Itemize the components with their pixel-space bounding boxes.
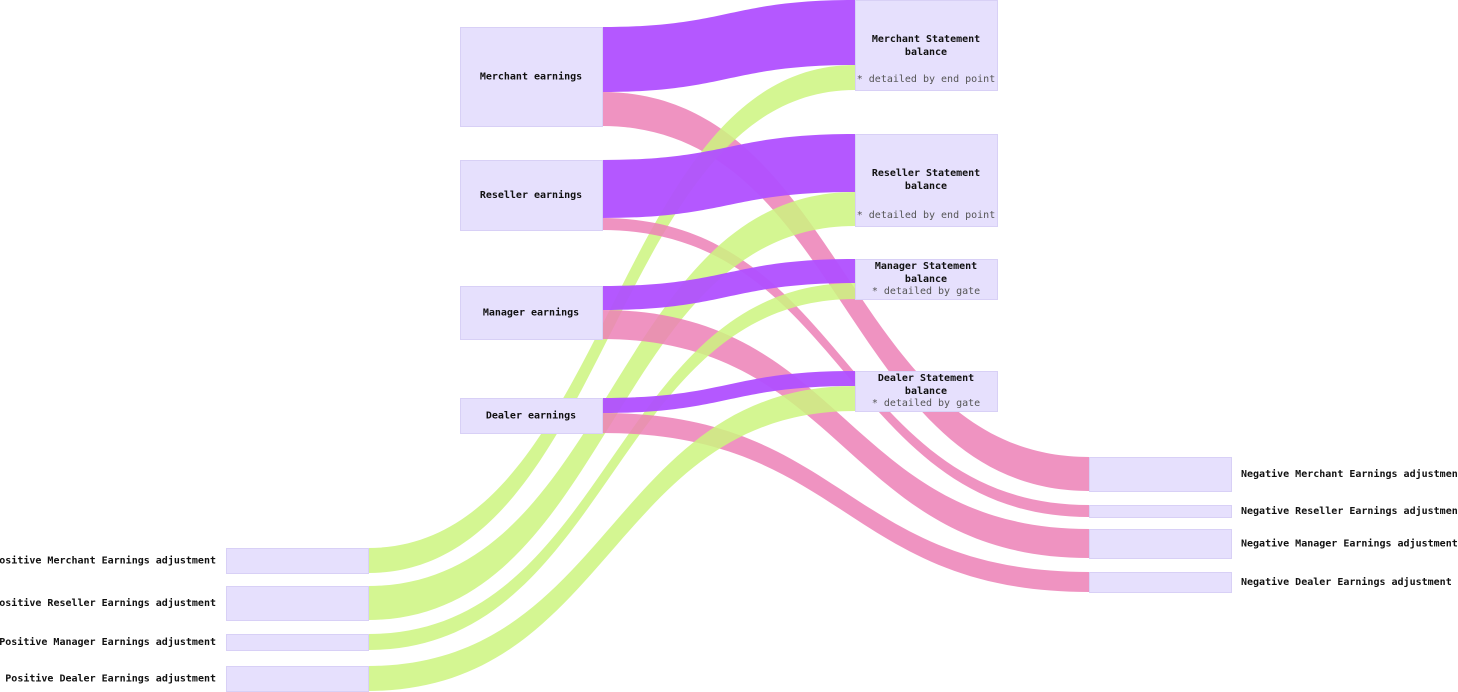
node-label: Negative Reseller Earnings adjustment: [1241, 505, 1458, 517]
node-manager_stmt[interactable]: Manager Statement balance* detailed by ga…: [855, 259, 998, 300]
node-reseller_stmt[interactable]: Reseller Statement balance * detailed by e…: [855, 134, 998, 227]
node-label: Reseller earnings: [480, 189, 582, 201]
node-neg_manager[interactable]: Negative Manager Earnings adjustment: [1089, 529, 1458, 559]
node-neg_reseller[interactable]: Negative Reseller Earnings adjustment: [1089, 505, 1458, 518]
node-box[interactable]: [226, 666, 369, 692]
node-reseller[interactable]: Reseller earnings: [460, 160, 603, 231]
node-label: Positive Manager Earnings adjustment: [0, 636, 216, 648]
node-label-line: Merchant Statement: [872, 34, 980, 45]
node-label: Manager earnings: [483, 307, 579, 319]
node-label: Dealer earnings: [486, 410, 576, 422]
node-note: * detailed by gate: [872, 286, 980, 297]
node-pos_reseller[interactable]: Positive Reseller Earnings adjustment: [0, 586, 369, 621]
node-box[interactable]: [855, 0, 998, 91]
node-note: * detailed by end point: [857, 210, 995, 221]
link-merchant-to-merchant_stmt[interactable]: [602, 0, 855, 92]
node-box[interactable]: [855, 259, 998, 300]
links: [368, 0, 1089, 691]
node-box[interactable]: [460, 398, 603, 434]
node-box[interactable]: [855, 134, 998, 227]
node-label-line: balance: [905, 47, 947, 58]
link-reseller-to-neg_reseller[interactable]: [602, 218, 1089, 517]
node-box[interactable]: [226, 586, 369, 621]
node-box[interactable]: [460, 286, 603, 340]
node-manager[interactable]: Manager earnings: [460, 286, 603, 340]
node-pos_manager[interactable]: Positive Manager Earnings adjustment: [0, 634, 369, 651]
node-dealer[interactable]: Dealer earnings: [460, 398, 603, 434]
node-label: Merchant earnings: [480, 71, 582, 83]
node-label: Negative Merchant Earnings adjustment: [1241, 468, 1458, 480]
node-neg_merchant[interactable]: Negative Merchant Earnings adjustment: [1089, 457, 1458, 492]
node-box[interactable]: [1089, 572, 1232, 593]
node-label-line: Reseller Statement: [872, 168, 980, 179]
node-note: * detailed by end point: [857, 74, 995, 85]
node-pos_merchant[interactable]: Positive Merchant Earnings adjustment: [0, 548, 369, 574]
node-dealer_stmt[interactable]: Dealer Statement balance* detailed by gat…: [855, 371, 998, 412]
node-pos_dealer[interactable]: Positive Dealer Earnings adjustment: [5, 666, 369, 692]
node-box[interactable]: [855, 371, 998, 412]
node-box[interactable]: [226, 548, 369, 574]
node-box[interactable]: [1089, 457, 1232, 492]
link-dealer-to-dealer_stmt[interactable]: [602, 371, 855, 413]
node-label-line: balance: [905, 386, 947, 397]
link-pos_dealer-to-dealer_stmt[interactable]: [368, 386, 855, 691]
node-label-line: Manager Statement: [875, 261, 977, 272]
link-manager-to-neg_manager[interactable]: [602, 310, 1089, 558]
node-merchant[interactable]: Merchant earnings: [460, 27, 603, 127]
node-merchant_stmt[interactable]: Merchant Statement balance * detailed by e…: [855, 0, 998, 91]
node-label-line: Dealer Statement: [878, 373, 974, 384]
node-label-line: balance: [905, 274, 947, 285]
node-label-line: balance: [905, 181, 947, 192]
node-box[interactable]: [460, 27, 603, 127]
node-note: * detailed by gate: [872, 398, 980, 409]
node-label: Negative Dealer Earnings adjustment: [1241, 576, 1452, 588]
node-label: Positive Reseller Earnings adjustment: [0, 597, 216, 609]
node-box[interactable]: [1089, 505, 1232, 518]
node-label: Positive Merchant Earnings adjustment: [0, 555, 216, 567]
node-label: Negative Manager Earnings adjustment: [1241, 538, 1458, 550]
link-dealer-to-neg_dealer[interactable]: [602, 413, 1089, 592]
node-box[interactable]: [460, 160, 603, 231]
node-box[interactable]: [226, 634, 369, 651]
node-neg_dealer[interactable]: Negative Dealer Earnings adjustment: [1089, 572, 1452, 593]
link-reseller-to-reseller_stmt[interactable]: [602, 134, 855, 218]
node-label: Positive Dealer Earnings adjustment: [5, 673, 216, 685]
node-box[interactable]: [1089, 529, 1232, 559]
link-manager-to-manager_stmt[interactable]: [602, 259, 855, 310]
link-pos_manager-to-manager_stmt[interactable]: [368, 283, 855, 650]
